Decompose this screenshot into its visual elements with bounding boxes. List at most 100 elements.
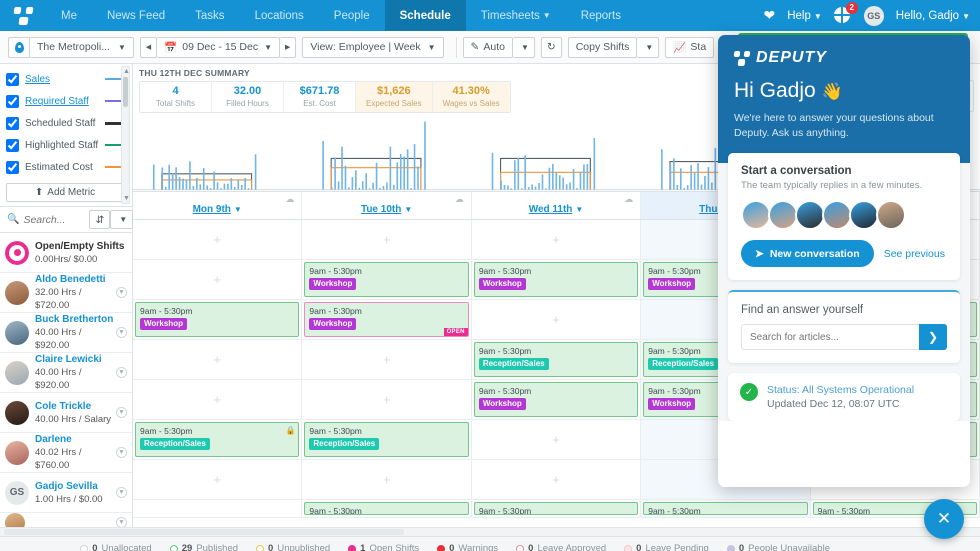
scroll-down-arrow-icon[interactable]: ▼ [123,195,130,202]
metric-checkbox[interactable] [6,160,19,174]
add-shift-icon[interactable]: + [382,232,391,247]
nav-item-reports[interactable]: Reports [566,0,636,31]
deputy-logo-icon[interactable] [0,6,46,25]
shift-cell[interactable]: 9am - 5:30pm [641,500,811,517]
employee-name[interactable]: Buck Bretherton [35,314,114,325]
day-header-wed[interactable]: ☁ Wed 11th ▼ [472,192,642,219]
nav-item-timesheets[interactable]: Timesheets ▼ [466,0,566,31]
nav-item-me[interactable]: Me [46,0,92,31]
metric-panel-scrollbar[interactable]: ▲ ▼ [121,66,130,204]
add-shift-icon[interactable]: + [213,272,221,287]
refresh-button[interactable]: ↻ [540,36,562,58]
chevron-down-icon[interactable]: ▼ [116,367,127,378]
employee-name[interactable]: Cole Trickle [35,400,92,412]
user-menu[interactable]: Hello, Gadjo ▼ [896,10,970,22]
scrollbar-thumb[interactable] [4,529,404,535]
shift-block[interactable]: 9am - 5:30pm Workshop [473,382,639,417]
list-item[interactable]: Open/Empty Shifts 0.00Hrs/ $0.00 [0,233,132,273]
see-previous-link[interactable]: See previous [883,247,945,260]
shift-block[interactable]: 9am - 5:30pm Workshop [135,302,300,337]
notifications-globe-icon[interactable]: 2 [833,1,858,25]
day-header-mon[interactable]: ☁ Mon 9th ▼ [133,192,303,219]
shift-cell[interactable]: + [302,340,472,379]
scroll-up-arrow-icon[interactable]: ▲ [123,68,130,75]
shift-cell[interactable]: + [472,220,642,259]
nav-item-tasks[interactable]: Tasks [180,0,239,31]
shift-cell[interactable]: + [302,220,472,259]
sort-dropdown-toggle[interactable]: ▼ [110,210,134,229]
shift-block[interactable]: 9am - 5:30pm Reception/Sales [304,422,469,457]
shift-cell[interactable] [133,500,303,517]
shift-cell[interactable]: 9am - 5:30pm Workshop [133,300,303,339]
employee-name[interactable]: Gadjo Sevilla [35,480,98,492]
add-shift-icon[interactable]: + [213,392,221,407]
next-week-button[interactable]: ▸ [280,36,297,58]
nav-item-locations[interactable]: Locations [240,0,319,31]
location-name[interactable]: The Metropoli... ▼ [30,36,134,58]
shift-block[interactable]: 9am - 5:30pm [643,502,808,515]
shift-block[interactable]: 9am - 5:30pm Workshop [304,262,469,297]
new-conversation-button[interactable]: ➤ New conversation [741,240,874,267]
shift-block[interactable]: 9am - 5:30pm [304,502,469,515]
list-item[interactable]: Cole Trickle 40.00 Hrs / Salary ▼ [0,393,132,433]
shift-cell[interactable]: + [133,340,303,379]
auto-button[interactable]: ✎ Auto [462,36,513,58]
metric-label[interactable]: Required Staff [25,95,89,107]
metric-checkbox[interactable] [6,116,19,130]
list-item[interactable]: Aldo Benedetti 32.00 Hrs / $720.00 ▼ [0,273,132,313]
shift-cell[interactable]: 9am - 5:30pm Workshop [302,260,472,299]
chevron-down-icon[interactable]: ▼ [116,327,127,338]
day-label[interactable]: Wed 11th [528,204,573,215]
shift-cell[interactable]: + [472,460,642,499]
article-search-submit-button[interactable]: ❯ [919,324,947,350]
heart-icon[interactable]: ❤ [763,7,776,23]
metric-checkbox[interactable] [6,138,19,152]
employee-name[interactable]: Aldo Benedetti [35,274,106,285]
sort-button[interactable]: ⇵ [89,210,111,229]
view-selector[interactable]: View: Employee | Week ▼ [302,36,444,58]
employee-name[interactable]: Claire Lewicki [35,354,102,365]
add-metric-button[interactable]: ⬆ Add Metric [6,183,124,202]
shift-cell[interactable]: + [133,220,303,259]
shift-cell[interactable]: 9am - 5:30pm Reception/Sales 🔒 [133,420,303,459]
day-label[interactable]: Mon 9th [192,204,231,215]
shift-cell[interactable]: 9am - 5:30pm [472,500,642,517]
add-shift-icon[interactable]: + [213,472,221,487]
shift-cell[interactable]: 9am - 5:30pm Workshop OPEN [302,300,472,339]
chevron-down-icon[interactable]: ▼ [575,205,584,214]
list-item[interactable]: Claire Lewicki 40.00 Hrs / $920.00 ▼ [0,353,132,393]
shift-block[interactable]: 9am - 5:30pm Workshop [473,262,639,297]
metric-checkbox[interactable] [6,72,19,86]
chevron-down-icon[interactable]: ▼ [116,487,127,498]
shift-cell[interactable]: + [133,380,303,419]
shift-cell[interactable]: 9am - 5:30pm Reception/Sales [302,420,472,459]
date-range-picker[interactable]: 📅 09 Dec - 15 Dec ▼ [157,36,281,58]
shift-cell[interactable]: 9am - 5:30pm Workshop [472,260,642,299]
add-shift-icon[interactable]: + [213,232,221,247]
close-widget-button[interactable]: ✕ [924,499,964,539]
article-search-input[interactable] [741,324,919,350]
add-shift-icon[interactable]: + [552,232,560,247]
list-item[interactable]: Darlene 40.02 Hrs / $760.00 ▼ [0,433,132,473]
chevron-down-icon[interactable]: ▼ [233,205,242,214]
list-item[interactable]: ▼ [0,512,132,527]
shift-cell[interactable]: + [133,260,303,299]
horizontal-scrollbar[interactable] [0,527,980,536]
search-input[interactable] [23,213,90,226]
chevron-down-icon[interactable]: ▼ [404,205,413,214]
employee-name[interactable]: Darlene [35,434,72,445]
metric-row-sales[interactable]: Sales [0,68,132,90]
location-picker[interactable]: The Metropoli... ▼ [8,36,134,58]
shift-cell[interactable]: + [472,300,642,339]
metric-label[interactable]: Sales [25,73,51,85]
copy-shifts-dropdown-toggle[interactable]: ▼ [637,36,660,58]
add-shift-icon[interactable]: + [213,352,221,367]
metric-row-scheduled-staff[interactable]: Scheduled Staff [0,112,132,134]
metric-checkbox[interactable] [6,94,19,108]
shift-block-open[interactable]: 9am - 5:30pm Workshop OPEN [304,302,469,337]
shift-block[interactable]: 9am - 5:30pm Reception/Sales [473,342,639,377]
system-status-card[interactable]: ✓ Status: All Systems Operational Update… [728,373,960,421]
add-shift-icon[interactable]: + [382,352,391,367]
shift-cell[interactable]: + [302,460,472,499]
nav-item-schedule[interactable]: Schedule [384,0,466,31]
